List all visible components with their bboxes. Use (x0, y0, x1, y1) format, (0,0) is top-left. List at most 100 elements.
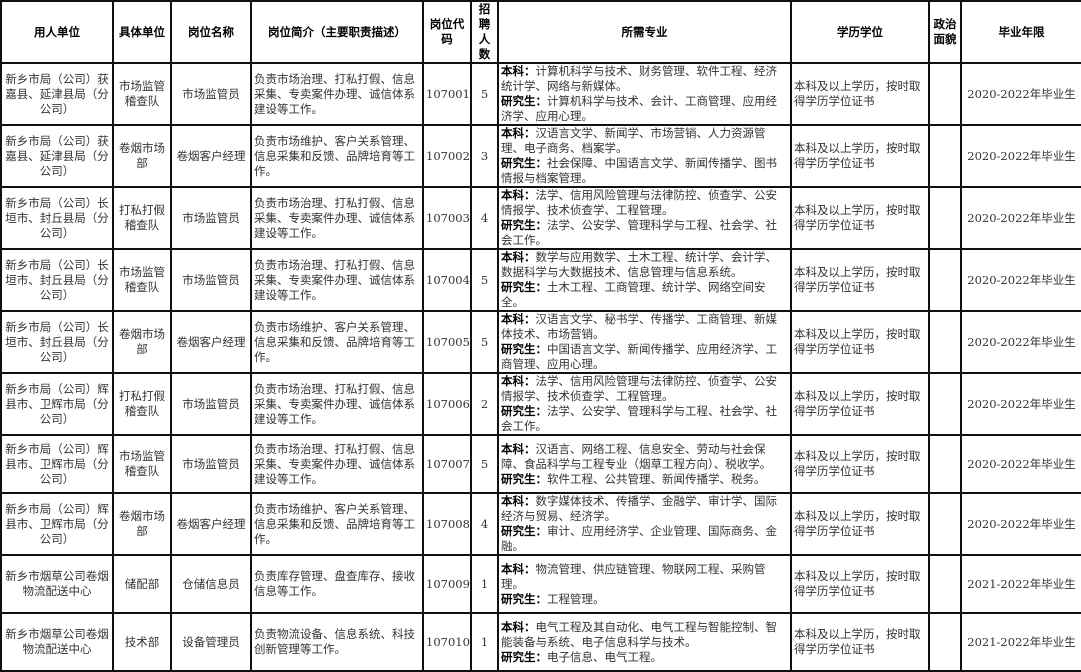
employer-cell: 新乡市烟草公司卷烟物流配送中心 (0, 554, 114, 614)
employer-cell: 新乡市局（公司）长垣市、封丘县局（分公司） (0, 186, 114, 250)
undergrad-label: 本科： (501, 312, 536, 326)
dept-cell: 技术部 (112, 612, 172, 672)
undergrad-majors: 电气工程及其自动化、电气工程与智能控制、智能装备与系统、电子信息科学与技术。 (501, 619, 777, 649)
code-cell: 107009 (422, 554, 472, 614)
dept-cell: 市场监管稽查队 (112, 62, 172, 126)
degree-cell: 本科及以上学历，按时取得学历学位证书 (790, 372, 930, 436)
position-cell: 市场监管员 (170, 434, 252, 494)
political-cell (928, 248, 962, 312)
majors-cell: 本科：法学、信用风险管理与法律防控、侦查学、公安情报学、技术侦查学、工程管理。研… (497, 186, 792, 250)
table-row: 新乡市局（公司）辉县市、卫辉市局（分公司） 市场监管稽查队 市场监管员 负责市场治理、… (0, 434, 1081, 494)
position-cell: 卷烟客户经理 (170, 310, 252, 374)
political-cell (928, 62, 962, 126)
employer-cell: 新乡市局（公司）长垣市、封丘县局（分公司） (0, 310, 114, 374)
undergrad-majors: 计算机科学与技术、财务管理、软件工程、经济统计学、网络与新媒体。 (501, 64, 777, 93)
majors-cell: 本科：汉语言、网络工程、信息安全、劳动与社会保障、食品科学与工程专业（烟草工程方… (497, 434, 792, 494)
majors-cell: 本科：汉语言文学、新闻学、市场营销、人力资源管理、电子商务、档案学。 研究生：社会… (497, 124, 792, 188)
header-dept: 具体单位 (112, 0, 172, 64)
position-cell: 设备管理员 (170, 612, 252, 672)
undergrad-majors: 汉语言文学、秘书学、传播学、工商管理、新媒体技术、市场营销。 (501, 312, 777, 341)
employer-cell: 新乡市局（公司）辉县市、卫辉市局（分公司） (0, 434, 114, 494)
years-cell: 2020-2022年毕业生 (960, 62, 1081, 126)
count-cell: 1 (470, 554, 499, 614)
political-cell (928, 310, 962, 374)
degree-cell: 本科及以上学历，按时取得学历学位证书 (790, 62, 930, 126)
grad-label: 研究生： (501, 404, 547, 418)
degree-cell: 本科及以上学历，按时取得学历学位证书 (790, 554, 930, 614)
undergrad-label: 本科： (501, 619, 536, 634)
degree-cell: 本科及以上学历，按时取得学历学位证书 (790, 186, 930, 250)
dept-cell: 储配部 (112, 554, 172, 614)
duties-cell: 负责库存管理、盘查库存、接收信息等工作。 (250, 554, 424, 614)
duties-cell: 负责市场治理、打私打假、信息采集、专卖案件办理、诚信体系建设等工作。 (250, 186, 424, 250)
duties-cell: 负责市场治理、打私打假、信息采集、专卖案件办理、诚信体系建设等工作。 (250, 372, 424, 436)
count-cell: 5 (470, 248, 499, 312)
table-row: 新乡市局（公司）获嘉县、延津县局（分公司） 市场监管稽查队 市场监管员 负责市场治理、… (0, 62, 1081, 126)
count-cell: 5 (470, 434, 499, 494)
grad-label: 研究生： (501, 524, 547, 538)
header-duties: 岗位简介（主要职责描述） (250, 0, 424, 64)
undergrad-majors: 数字媒体技术、传播学、金融学、审计学、国际经济与贸易、经济学。 (501, 494, 777, 523)
code-cell: 107003 (422, 186, 472, 250)
political-cell (928, 554, 962, 614)
grad-label: 研究生： (501, 218, 547, 232)
majors-cell: 本科：数字媒体技术、传播学、金融学、审计学、国际经济与贸易、经济学。 研究生：审计… (497, 492, 792, 556)
employer-cell: 新乡市局（公司）获嘉县、延津县局（分公司） (0, 62, 114, 126)
dept-cell: 卷烟市场部 (112, 492, 172, 556)
political-cell (928, 492, 962, 556)
table-row: 新乡市局（公司）长垣市、封丘县局（分公司） 卷烟市场部 卷烟客户经理 负责市场维护、客… (0, 310, 1081, 374)
header-years: 毕业年限 (960, 0, 1081, 64)
majors-cell: 本科：汉语言文学、秘书学、传播学、工商管理、新媒体技术、市场营销。 研究生：中国语… (497, 310, 792, 374)
table-row: 新乡市局（公司）长垣市、封丘县局（分公司） 市场监管稽查队 市场监管员 负责市场治理、… (0, 248, 1081, 312)
code-cell: 107007 (422, 434, 472, 494)
years-cell: 2020-2022年毕业生 (960, 310, 1081, 374)
years-cell: 2020-2022年毕业生 (960, 124, 1081, 188)
years-cell: 2021-2022年毕业生 (960, 612, 1081, 672)
majors-cell: 本科：计算机科学与技术、财务管理、软件工程、经济统计学、网络与新媒体。 研究生：计… (497, 62, 792, 126)
undergrad-majors: 法学、信用风险管理与法律防控、侦查学、公安情报学、技术侦查学、工程管理。 (501, 374, 777, 403)
header-row: 用人单位 具体单位 岗位名称 岗位简介（主要职责描述） 岗位代码 招聘人数 所需… (0, 0, 1081, 64)
political-cell (928, 434, 962, 494)
header-count: 招聘人数 (470, 0, 499, 64)
grad-label: 研究生： (501, 280, 547, 294)
years-cell: 2020-2022年毕业生 (960, 492, 1081, 556)
years-cell: 2020-2022年毕业生 (960, 186, 1081, 250)
position-cell: 卷烟客户经理 (170, 124, 252, 188)
degree-cell: 本科及以上学历，按时取得学历学位证书 (790, 310, 930, 374)
count-cell: 1 (470, 612, 499, 672)
dept-cell: 打私打假稽查队 (112, 372, 172, 436)
grad-majors: 计算机科学与技术、会计、工商管理、应用经济学、应用心理。 (501, 94, 777, 123)
dept-cell: 市场监管稽查队 (112, 434, 172, 494)
employer-cell: 新乡市局（公司）获嘉县、延津县局（分公司） (0, 124, 114, 188)
undergrad-label: 本科： (501, 188, 536, 202)
count-cell: 2 (470, 372, 499, 436)
political-cell (928, 612, 962, 672)
table-row: 新乡市局（公司）辉县市、卫辉市局（分公司） 打私打假稽查队 市场监管员 负责市场治理、… (0, 372, 1081, 436)
degree-cell: 本科及以上学历，按时取得学历学位证书 (790, 248, 930, 312)
degree-cell: 本科及以上学历，按时取得学历学位证书 (790, 434, 930, 494)
degree-cell: 本科及以上学历，按时取得学历学位证书 (790, 492, 930, 556)
count-cell: 4 (470, 186, 499, 250)
grad-majors: 土木工程、工商管理、统计学、网络空间安全。 (501, 280, 766, 309)
dept-cell: 市场监管稽查队 (112, 248, 172, 312)
count-cell: 5 (470, 62, 499, 126)
degree-cell: 本科及以上学历，按时取得学历学位证书 (790, 124, 930, 188)
duties-cell: 负责市场维护、客户关系管理、信息采集和反馈、品牌培育等工作。 (250, 310, 424, 374)
undergrad-majors: 法学、信用风险管理与法律防控、侦查学、公安情报学、技术侦查学、工程管理。 (501, 188, 777, 217)
dept-cell: 卷烟市场部 (112, 310, 172, 374)
undergrad-majors: 汉语言文学、新闻学、市场营销、人力资源管理、电子商务、档案学。 (501, 126, 766, 155)
position-cell: 市场监管员 (170, 62, 252, 126)
undergrad-majors: 物流管理、供应链管理、物联网工程、采购管理。 (501, 561, 766, 591)
majors-cell: 本科：数学与应用数学、土木工程、统计学、会计学、数据科学与大数据技术、信息管理与… (497, 248, 792, 312)
years-cell: 2020-2022年毕业生 (960, 434, 1081, 494)
majors-cell: 本科：物流管理、供应链管理、物联网工程、采购管理。 研究生：工程管理。 (497, 554, 792, 614)
undergrad-majors: 数学与应用数学、土木工程、统计学、会计学、数据科学与大数据技术、信息管理与信息系… (501, 250, 777, 279)
undergrad-label: 本科： (501, 494, 536, 508)
grad-label: 研究生： (501, 342, 547, 356)
dept-cell: 卷烟市场部 (112, 124, 172, 188)
grad-majors: 审计、应用经济学、企业管理、国际商务、金融。 (501, 524, 777, 553)
position-cell: 仓储信息员 (170, 554, 252, 614)
table-row: 新乡市局（公司）长垣市、封丘县局（分公司） 打私打假稽查队 市场监管员 负责市场治理、… (0, 186, 1081, 250)
duties-cell: 负责市场维护、客户关系管理、信息采集和反馈、品牌培育等工作。 (250, 124, 424, 188)
